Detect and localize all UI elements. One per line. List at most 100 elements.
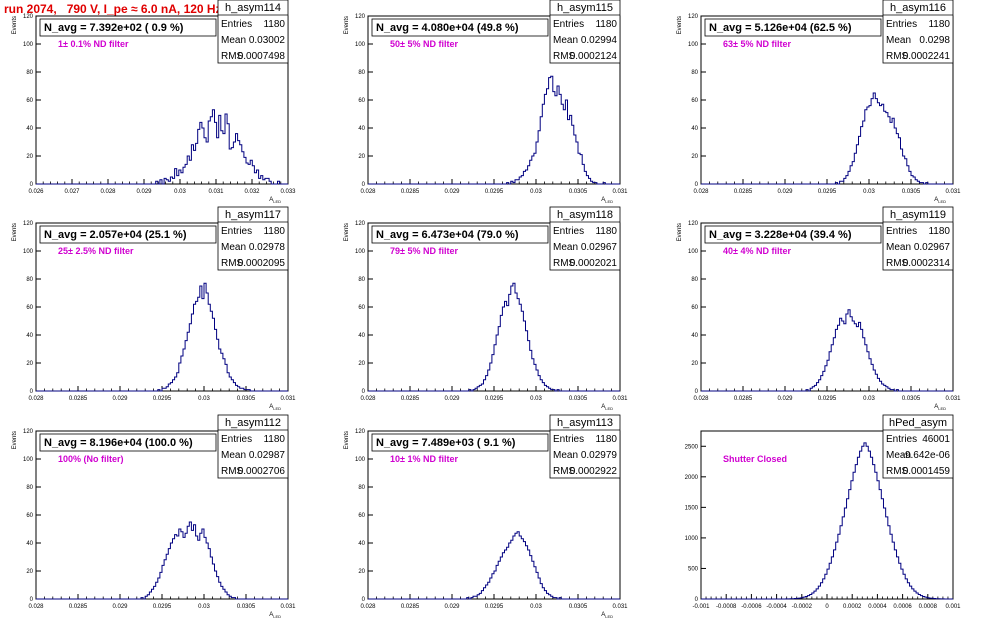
y-tick-label: 40 <box>691 333 698 339</box>
stats-box <box>217 414 289 479</box>
y-tick-label: 0 <box>362 389 366 395</box>
x-tick-label: 0.031 <box>945 396 961 402</box>
y-tick-label: 20 <box>26 569 33 575</box>
x-tick-label: -0.0002 <box>792 604 813 610</box>
y-tick-label: 0 <box>695 182 699 188</box>
stats-value: 0.0298 <box>919 35 950 46</box>
stats-box <box>882 206 954 271</box>
navg-box <box>39 225 217 244</box>
stats-box <box>882 0 954 64</box>
x-tick-label: 0.028 <box>28 604 44 610</box>
y-tick-label: 0 <box>695 597 699 603</box>
stats-key: RMS <box>221 258 244 269</box>
y-tick-label: 40 <box>358 333 365 339</box>
x-tick-label: 0.031 <box>612 604 628 610</box>
x-tick-label: 0.001 <box>945 604 961 610</box>
y-tick-label: 40 <box>26 126 33 132</box>
stats-key: RMS <box>553 466 576 477</box>
stats-title: h_asym118 <box>557 209 613 221</box>
stats-title: h_asym113 <box>557 417 613 429</box>
y-tick-label: 120 <box>23 429 34 435</box>
y-tick-label: 40 <box>26 541 33 547</box>
y-tick-label: 80 <box>26 277 33 283</box>
histogram-line <box>701 92 953 185</box>
stats-value: 1180 <box>928 226 950 237</box>
y-tick-label: 40 <box>691 126 698 132</box>
stats-key: RMS <box>553 51 576 62</box>
filter-annotation: 40± 4% ND filter <box>723 246 791 256</box>
stats-box <box>549 0 621 64</box>
y-tick-label: 100 <box>355 249 366 255</box>
navg-label: N_avg = 4.080e+04 (49.8 %) <box>376 22 519 34</box>
x-tick-label: 0.0295 <box>153 604 172 610</box>
x-tick-label: 0.029 <box>112 396 128 402</box>
histogram-line <box>36 282 288 392</box>
x-tick-label: 0.028 <box>360 604 376 610</box>
y-tick-label: 100 <box>23 42 34 48</box>
stats-key: Mean <box>886 450 911 461</box>
filter-annotation: 50± 5% ND filter <box>390 39 458 49</box>
filter-annotation: 25± 2.5% ND filter <box>58 246 134 256</box>
y-tick-label: 120 <box>355 429 366 435</box>
x-tick-label: 0.031 <box>612 189 628 195</box>
stats-box <box>549 414 621 479</box>
navg-box <box>39 433 217 452</box>
y-tick-label: 80 <box>358 277 365 283</box>
stats-value: 0.02979 <box>581 450 618 461</box>
y-tick-label: 0 <box>30 182 34 188</box>
x-tick-label: 0.0305 <box>902 396 921 402</box>
y-tick-label: 100 <box>355 457 366 463</box>
stats-value: 1180 <box>263 19 285 30</box>
stats-value: 0.0002314 <box>903 258 951 269</box>
x-tick-label: 0.0004 <box>868 604 887 610</box>
x-tick-label: 0.031 <box>208 189 224 195</box>
x-tick-label: 0.031 <box>280 604 296 610</box>
stats-value: 0.0007498 <box>238 51 286 62</box>
x-tick-label: 0.032 <box>244 189 260 195</box>
x-tick-label: 0.028 <box>360 396 376 402</box>
y-tick-label: 60 <box>358 98 365 104</box>
x-axis-label: ALED <box>934 197 946 204</box>
stats-key: Entries <box>221 226 252 237</box>
navg-label: N_avg = 5.126e+04 (62.5 %) <box>709 22 852 34</box>
x-tick-label: 0.031 <box>945 189 961 195</box>
y-tick-label: 60 <box>26 513 33 519</box>
y-tick-label: 100 <box>23 249 34 255</box>
x-tick-label: 0.0285 <box>734 396 753 402</box>
x-tick-label: 0.0305 <box>569 604 588 610</box>
stats-value: -9.642e-06 <box>902 450 951 461</box>
x-tick-label: 0.0006 <box>893 604 912 610</box>
y-tick-label: 120 <box>23 14 34 20</box>
panel-h_asym118: 0 20 40 60 80 100 120 0.028 0.0285 0.029 0.0295 0.0… <box>344 206 628 411</box>
y-tick-label: 2500 <box>685 444 699 450</box>
navg-box <box>704 225 882 244</box>
stats-value: 0.0002124 <box>570 51 618 62</box>
x-tick-label: 0.0285 <box>401 396 420 402</box>
panel-h_asym119: 0 20 40 60 80 100 120 0.028 0.0285 0.029 0.0295 0.0… <box>677 206 961 411</box>
y-tick-label: 80 <box>691 277 698 283</box>
y-tick-label: 60 <box>26 305 33 311</box>
x-axis-label: ALED <box>601 404 613 411</box>
x-tick-label: 0.03 <box>530 604 542 610</box>
stats-key: Mean <box>221 35 246 46</box>
y-axis-label: Events <box>344 223 350 241</box>
x-tick-label: 0.028 <box>693 189 709 195</box>
y-tick-label: 20 <box>691 361 698 367</box>
stats-value: 0.0002706 <box>238 466 286 477</box>
x-tick-label: 0.031 <box>612 396 628 402</box>
navg-box <box>371 225 549 244</box>
stats-value: 0.0001459 <box>903 466 951 477</box>
histogram-line <box>36 109 288 185</box>
x-tick-label: 0.03 <box>530 189 542 195</box>
x-tick-label: 0.029 <box>777 189 793 195</box>
stats-value: 0.02994 <box>581 35 618 46</box>
x-tick-label: 0.0305 <box>237 604 256 610</box>
y-axis-label: Events <box>677 223 683 241</box>
x-tick-label: 0.028 <box>100 189 116 195</box>
x-tick-label: 0.0295 <box>485 396 504 402</box>
stats-value: 0.02967 <box>581 242 618 253</box>
x-tick-label: 0.027 <box>64 189 80 195</box>
y-tick-label: 100 <box>688 42 699 48</box>
y-tick-label: 0 <box>30 597 34 603</box>
